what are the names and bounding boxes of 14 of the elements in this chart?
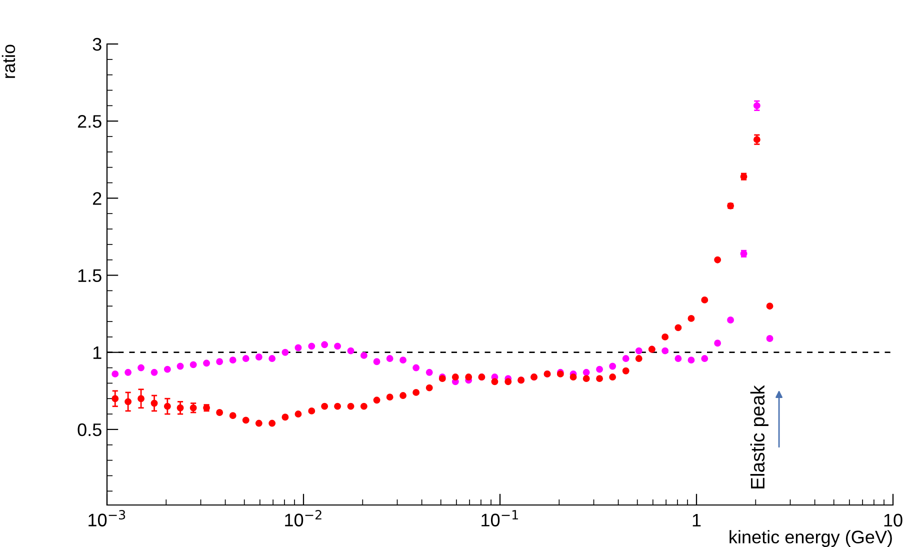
y-tick-label: 1.5 [78,269,102,282]
y-tick-label: 3 [92,38,102,51]
y-axis-title: ratio [2,44,16,78]
y-tick-label: 1 [93,346,102,359]
x-tick-label: 10$^{−1}$ [482,510,518,526]
y-tick-label: 0.5 [78,423,102,436]
x-tick-label: 1 [692,514,701,526]
annotation: Elastic peak [750,385,768,488]
x-tick-label: 10$^{−2}$ [285,510,322,526]
x-tick-label: 10$^{−3}$ [88,510,126,526]
x-tick-label: 10 [884,514,902,527]
y-tick-label: 2 [93,192,102,205]
y-tick-label: 2.5 [78,115,102,128]
x-axis-title: kinetic energy (GeV) [730,530,892,547]
